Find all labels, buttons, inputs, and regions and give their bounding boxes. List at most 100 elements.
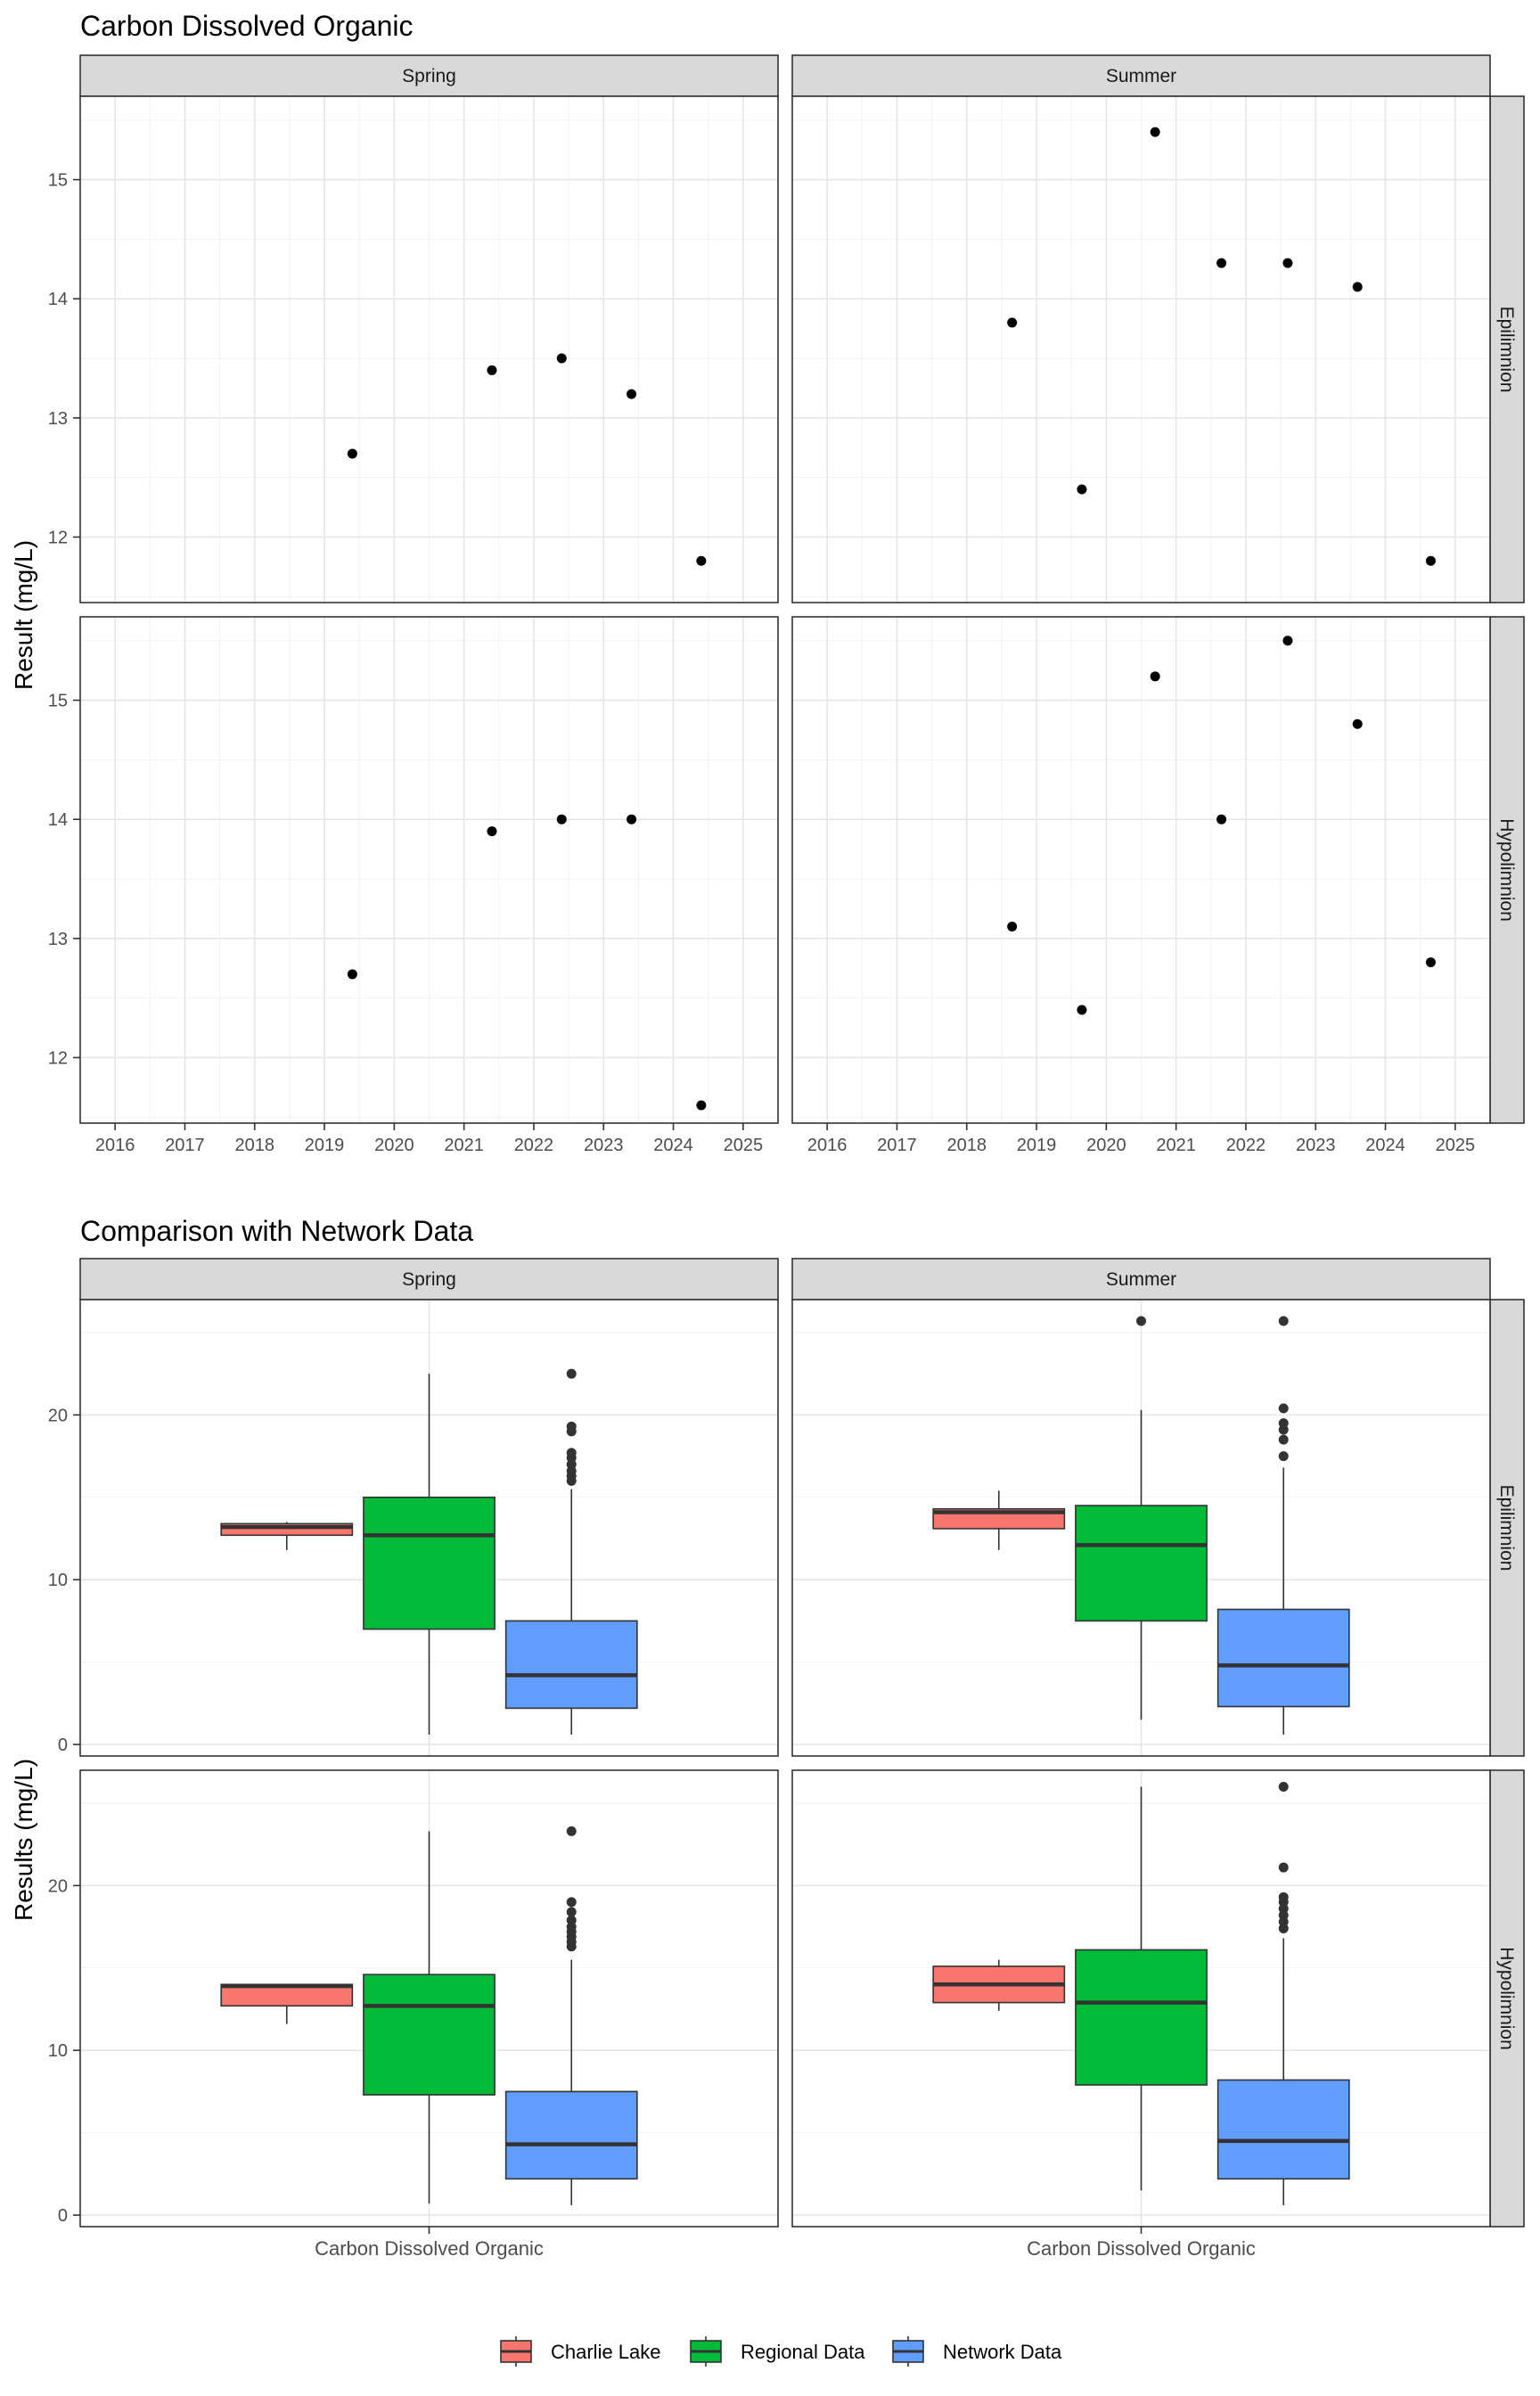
box-charlie-lake [932, 1490, 1066, 1550]
x-tick-label: 2024 [653, 1136, 693, 1155]
chart2-row-strip-label: Hypolimnion [1496, 1947, 1517, 2050]
y-tick-label: 20 [48, 1876, 68, 1896]
x-tick-label: 2020 [1086, 1136, 1126, 1155]
box-iqr [363, 1973, 496, 2096]
data-point [487, 365, 497, 375]
x-tick-label: 2021 [1156, 1136, 1196, 1155]
y-tick-label: 14 [48, 810, 68, 830]
box-network-data [1216, 1316, 1350, 1735]
legend-label: Charlie Lake [551, 2341, 661, 2363]
x-tick-label: 2017 [165, 1136, 205, 1155]
data-point [556, 353, 567, 364]
box-iqr [504, 1620, 638, 1710]
data-point [627, 814, 637, 825]
outlier-point [1278, 1403, 1289, 1414]
chart1-title: Carbon Dissolved Organic [80, 10, 414, 42]
x-tick-label: Carbon Dissolved Organic [315, 2237, 544, 2260]
chart2-row-strip [1489, 1769, 1525, 2228]
outlier-point [1278, 1891, 1289, 1902]
outlier-point [566, 1368, 577, 1379]
x-tick-label: Carbon Dissolved Organic [1027, 2237, 1256, 2260]
y-tick-label: 15 [48, 692, 68, 711]
outlier-point [1278, 1451, 1289, 1462]
data-point [1352, 718, 1363, 729]
chart1-column-strip-label: Spring [402, 66, 456, 86]
outlier-point [566, 1421, 577, 1432]
outlier-point [566, 1897, 577, 1908]
data-point [627, 389, 637, 399]
data-point [1216, 258, 1227, 268]
box-iqr [504, 2090, 638, 2180]
y-tick-label: 10 [48, 2041, 68, 2061]
chart2-column-strip [79, 1258, 779, 1301]
data-point [1077, 484, 1087, 495]
chart1-panel-summer-epilimnion [791, 95, 1491, 603]
legend: Charlie Lake Regional Data Network Data [500, 2336, 1062, 2367]
box-network-data [504, 1368, 638, 1735]
chart2-column-strip-label: Spring [402, 1269, 456, 1290]
chart1-panel-summer-hypolimnion [791, 616, 1491, 1124]
box-regional-data [363, 1374, 496, 1735]
data-point [347, 448, 357, 459]
chart1-y-axis-label: Result (mg/L) [10, 540, 37, 690]
outlier-point [566, 1915, 577, 1925]
outlier-point [1278, 1434, 1289, 1445]
y-tick-label: 13 [48, 930, 68, 949]
outlier-point [566, 1907, 577, 1917]
legend-item-regional-data: Regional Data [690, 2336, 865, 2367]
x-tick-label: 2018 [235, 1136, 275, 1155]
box-regional-data [363, 1831, 496, 2204]
y-tick-label: 15 [48, 171, 68, 191]
y-tick-label: 10 [48, 1571, 68, 1590]
outlier-point [566, 1826, 577, 1836]
box-charlie-lake [220, 1522, 354, 1550]
panel-border [79, 1299, 779, 1757]
panel-border [79, 616, 779, 1124]
chart1-row-strip [1489, 616, 1525, 1124]
y-tick-label: 14 [48, 290, 68, 309]
data-point [1425, 957, 1436, 968]
data-point [696, 1100, 707, 1111]
box-charlie-lake [220, 1983, 354, 2024]
box-network-data [1216, 1781, 1350, 2205]
outlier-point [1136, 1316, 1146, 1326]
box-iqr [1216, 1608, 1350, 1708]
chart1-column-strip-label: Summer [1106, 66, 1176, 86]
x-tick-label: 2021 [444, 1136, 484, 1155]
legend-label: Regional Data [741, 2341, 865, 2363]
data-point [1282, 258, 1293, 268]
chart2-column-strip [791, 1258, 1491, 1301]
x-tick-label: 2016 [95, 1136, 135, 1155]
chart2-column-strip-label: Summer [1106, 1269, 1176, 1290]
data-point [1425, 555, 1436, 566]
y-tick-label: 12 [48, 1048, 68, 1068]
chart2-row-strip [1489, 1299, 1525, 1757]
data-point [556, 814, 567, 825]
data-point [1282, 636, 1293, 646]
x-tick-label: 2019 [305, 1136, 345, 1155]
chart2-panel-spring-hypolimnion [79, 1769, 779, 2228]
panel-border [791, 95, 1491, 603]
x-tick-label: 2017 [877, 1136, 917, 1155]
box-charlie-lake [932, 1959, 1066, 2011]
scatter-chart: Spring Summer Epilimnion Hypolimnion 12 13 14 1… [48, 54, 1525, 1155]
box-network-data [504, 1826, 638, 2205]
chart2-y-axis-label: Results (mg/L) [10, 1759, 37, 1921]
y-tick-label: 20 [48, 1406, 68, 1425]
chart1-row-strip-label: Epilimnion [1496, 307, 1517, 393]
x-tick-label: 2018 [947, 1136, 987, 1155]
box-regional-data [1075, 1316, 1208, 1720]
data-point [1352, 282, 1363, 292]
x-tick-label: 2025 [1436, 1136, 1476, 1155]
y-tick-label: 0 [58, 1735, 68, 1755]
chart2-row-strip-label: Epilimnion [1496, 1485, 1517, 1571]
y-tick-label: 13 [48, 409, 68, 429]
box-iqr [1216, 2079, 1350, 2180]
chart2-title: Comparison with Network Data [80, 1215, 473, 1247]
chart1-row-strip-label: Hypolimnion [1496, 818, 1517, 922]
data-point [1077, 1005, 1087, 1015]
panel-border [79, 95, 779, 603]
x-tick-label: 2025 [724, 1136, 764, 1155]
y-tick-label: 0 [58, 2206, 68, 2226]
